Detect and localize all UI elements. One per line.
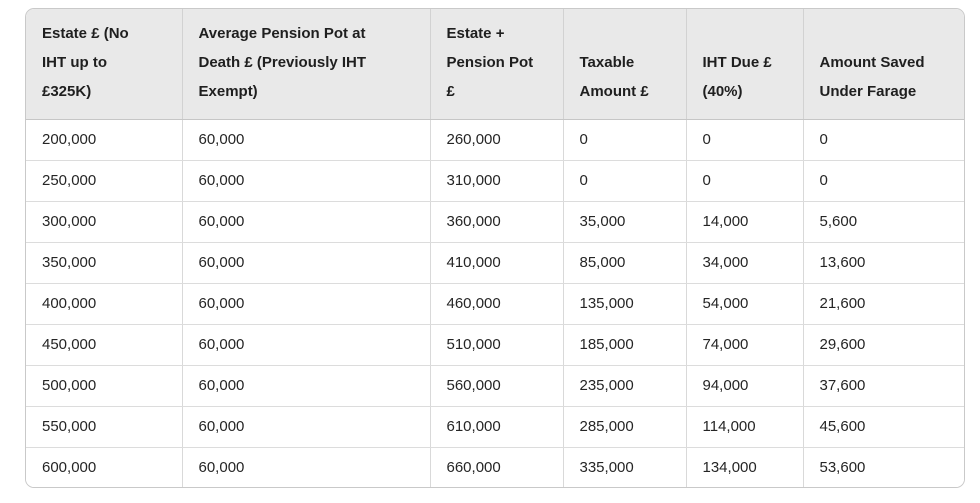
table-cell: 0 bbox=[803, 160, 964, 202]
table-cell: 135,000 bbox=[563, 283, 687, 325]
table-cell: 460,000 bbox=[430, 283, 564, 325]
table-cell: 235,000 bbox=[563, 365, 687, 407]
table-cell: 14,000 bbox=[686, 201, 804, 243]
table-cell: 60,000 bbox=[182, 324, 431, 366]
table-cell: 350,000 bbox=[26, 242, 183, 284]
table-cell: 60,000 bbox=[182, 406, 431, 448]
table-cell: 60,000 bbox=[182, 201, 431, 243]
table-cell: 510,000 bbox=[430, 324, 564, 366]
table-cell: 0 bbox=[686, 119, 804, 161]
header-cell-estate-plus-pension: Estate + Pension Pot £ bbox=[430, 9, 564, 120]
table-row: 550,000 60,000 610,000 285,000 114,000 4… bbox=[26, 406, 964, 448]
table-cell: 21,600 bbox=[803, 283, 964, 325]
table-cell: 0 bbox=[563, 160, 687, 202]
table-cell: 0 bbox=[686, 160, 804, 202]
table-cell: 60,000 bbox=[182, 283, 431, 325]
table-cell: 660,000 bbox=[430, 447, 564, 487]
table-cell: 610,000 bbox=[430, 406, 564, 448]
header-cell-iht-due: IHT Due £ (40%) bbox=[686, 9, 804, 120]
header-cell-estate: Estate £ (No IHT up to £325K) bbox=[26, 9, 183, 120]
table-cell: 114,000 bbox=[686, 406, 804, 448]
table-cell: 60,000 bbox=[182, 242, 431, 284]
table-row: 400,000 60,000 460,000 135,000 54,000 21… bbox=[26, 283, 964, 325]
table-row: 200,000 60,000 260,000 0 0 0 bbox=[26, 119, 964, 161]
table-cell: 5,600 bbox=[803, 201, 964, 243]
header-cell-taxable-amount: Taxable Amount £ bbox=[563, 9, 687, 120]
table-cell: 410,000 bbox=[430, 242, 564, 284]
table-cell: 550,000 bbox=[26, 406, 183, 448]
table-cell: 34,000 bbox=[686, 242, 804, 284]
table-cell: 285,000 bbox=[563, 406, 687, 448]
table-cell: 94,000 bbox=[686, 365, 804, 407]
table-cell: 360,000 bbox=[430, 201, 564, 243]
header-cell-amount-saved: Amount Saved Under Farage bbox=[803, 9, 964, 120]
table-cell: 13,600 bbox=[803, 242, 964, 284]
table-cell: 450,000 bbox=[26, 324, 183, 366]
table-row: 300,000 60,000 360,000 35,000 14,000 5,6… bbox=[26, 201, 964, 243]
table-cell: 300,000 bbox=[26, 201, 183, 243]
table-header: Estate £ (No IHT up to £325K) Average Pe… bbox=[26, 9, 964, 120]
iht-estate-table: Estate £ (No IHT up to £325K) Average Pe… bbox=[25, 8, 965, 488]
table-cell: 560,000 bbox=[430, 365, 564, 407]
table-cell: 29,600 bbox=[803, 324, 964, 366]
table-cell: 60,000 bbox=[182, 160, 431, 202]
table-cell: 335,000 bbox=[563, 447, 687, 487]
table-cell: 185,000 bbox=[563, 324, 687, 366]
table-row: 350,000 60,000 410,000 85,000 34,000 13,… bbox=[26, 242, 964, 284]
table-cell: 310,000 bbox=[430, 160, 564, 202]
table-cell: 60,000 bbox=[182, 365, 431, 407]
table-cell: 0 bbox=[563, 119, 687, 161]
table-row: 250,000 60,000 310,000 0 0 0 bbox=[26, 160, 964, 202]
table-cell: 600,000 bbox=[26, 447, 183, 487]
data-table: Estate £ (No IHT up to £325K) Average Pe… bbox=[26, 9, 964, 487]
table-cell: 0 bbox=[803, 119, 964, 161]
table-cell: 37,600 bbox=[803, 365, 964, 407]
table-cell: 54,000 bbox=[686, 283, 804, 325]
table-cell: 35,000 bbox=[563, 201, 687, 243]
table-cell: 85,000 bbox=[563, 242, 687, 284]
table-cell: 260,000 bbox=[430, 119, 564, 161]
table-cell: 250,000 bbox=[26, 160, 183, 202]
table-cell: 53,600 bbox=[803, 447, 964, 487]
table-row: 600,000 60,000 660,000 335,000 134,000 5… bbox=[26, 447, 964, 487]
table-row: 500,000 60,000 560,000 235,000 94,000 37… bbox=[26, 365, 964, 407]
table-cell: 45,600 bbox=[803, 406, 964, 448]
table-cell: 74,000 bbox=[686, 324, 804, 366]
table-cell: 60,000 bbox=[182, 447, 431, 487]
header-row: Estate £ (No IHT up to £325K) Average Pe… bbox=[26, 9, 964, 120]
table-cell: 134,000 bbox=[686, 447, 804, 487]
table-cell: 500,000 bbox=[26, 365, 183, 407]
table-cell: 200,000 bbox=[26, 119, 183, 161]
table-body: 200,000 60,000 260,000 0 0 0 250,000 60,… bbox=[26, 119, 964, 487]
header-cell-pension-pot: Average Pension Pot at Death £ (Previous… bbox=[182, 9, 431, 120]
table-cell: 60,000 bbox=[182, 119, 431, 161]
table-cell: 400,000 bbox=[26, 283, 183, 325]
table-row: 450,000 60,000 510,000 185,000 74,000 29… bbox=[26, 324, 964, 366]
